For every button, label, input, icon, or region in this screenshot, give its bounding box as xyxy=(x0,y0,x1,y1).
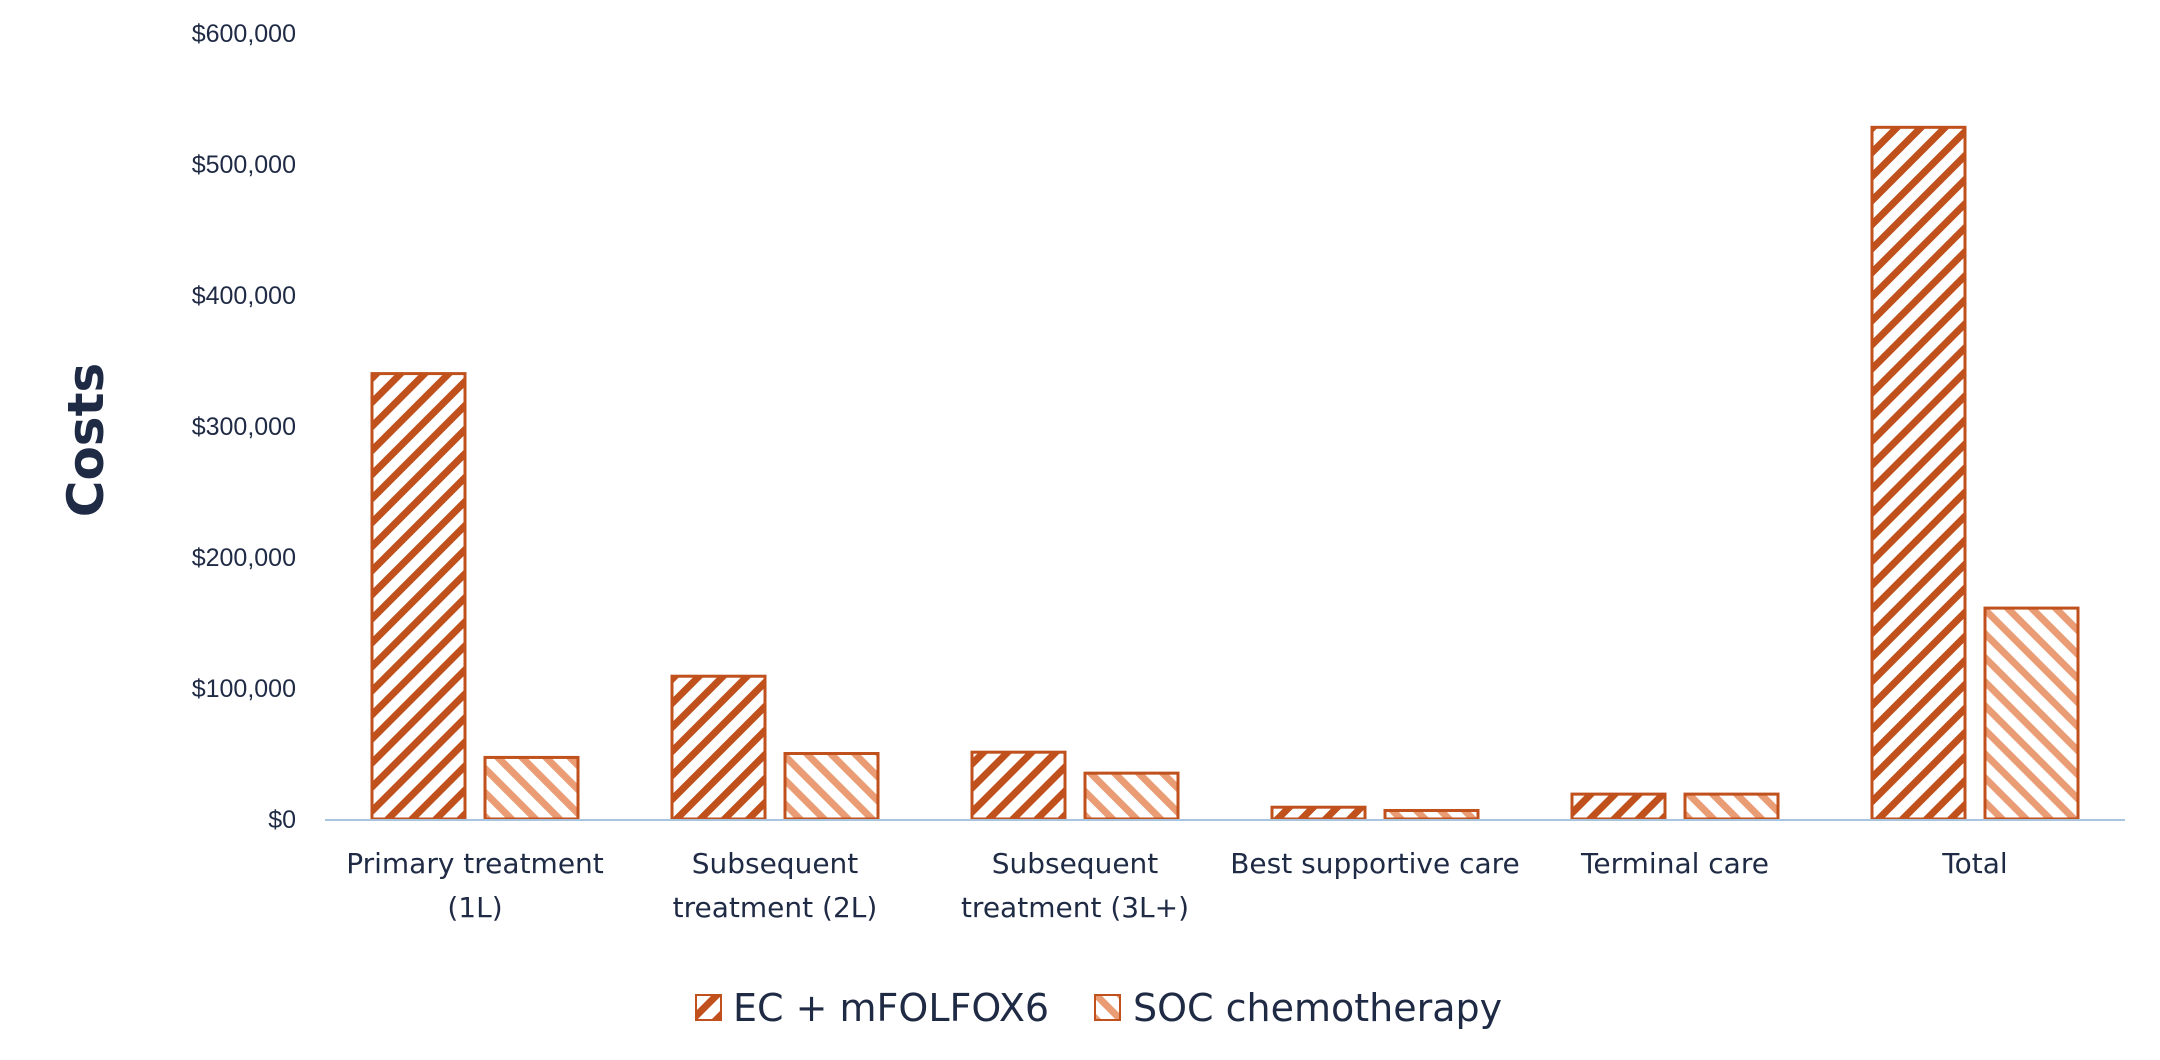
x-tick-label: Best supportive care xyxy=(1230,847,1520,880)
bar-ec-mfolfox6 xyxy=(1570,792,1667,821)
legend-label-ec-mfolfox6: EC + mFOLFOX6 xyxy=(733,986,1049,1030)
x-tick-label: Total xyxy=(1941,847,2007,880)
y-tick-label: $600,000 xyxy=(192,20,296,48)
bar-ec-mfolfox6 xyxy=(970,750,1067,821)
y-tick-label: $400,000 xyxy=(192,282,296,310)
bar-soc-chemotherapy xyxy=(1683,792,1780,821)
bar-ec-mfolfox6 xyxy=(670,674,767,821)
bar-ec-mfolfox6 xyxy=(370,372,467,821)
legend-label-soc-chemotherapy: SOC chemotherapy xyxy=(1133,986,1502,1030)
bar-ec-mfolfox6 xyxy=(1270,805,1367,821)
x-tick-label: Subsequent treatment (2L) xyxy=(673,847,878,924)
bar-soc-chemotherapy xyxy=(783,752,880,821)
y-tick-label: $0 xyxy=(268,806,296,834)
y-axis-ticks: $0 $100,000 $200,000 $300,000 $400,000 $500,0… xyxy=(192,20,296,834)
legend: EC + mFOLFOX6 SOC chemotherapy xyxy=(695,986,1502,1030)
y-tick-label: $200,000 xyxy=(192,544,296,572)
y-tick-label: $100,000 xyxy=(192,675,296,703)
bars xyxy=(370,125,2080,821)
x-tick-label: Subsequent treatment (3L+) xyxy=(961,847,1189,924)
legend-swatch-soc-chemotherapy xyxy=(1094,994,1121,1021)
bar-soc-chemotherapy xyxy=(1383,808,1480,821)
bar-soc-chemotherapy xyxy=(1083,771,1180,821)
y-tick-label: $300,000 xyxy=(192,413,296,441)
y-axis-label: Costs xyxy=(57,363,115,517)
y-tick-label: $500,000 xyxy=(192,151,296,179)
bar-soc-chemotherapy xyxy=(1983,606,2080,821)
bar-ec-mfolfox6 xyxy=(1870,125,1967,821)
x-axis-category-labels: Primary treatment (1L) Subsequent treatment… xyxy=(346,847,2007,924)
bar-soc-chemotherapy xyxy=(483,755,580,821)
x-tick-label: Terminal care xyxy=(1580,847,1769,880)
legend-swatch-ec-mfolfox6 xyxy=(695,994,722,1021)
x-tick-label: Primary treatment (1L) xyxy=(346,847,604,924)
